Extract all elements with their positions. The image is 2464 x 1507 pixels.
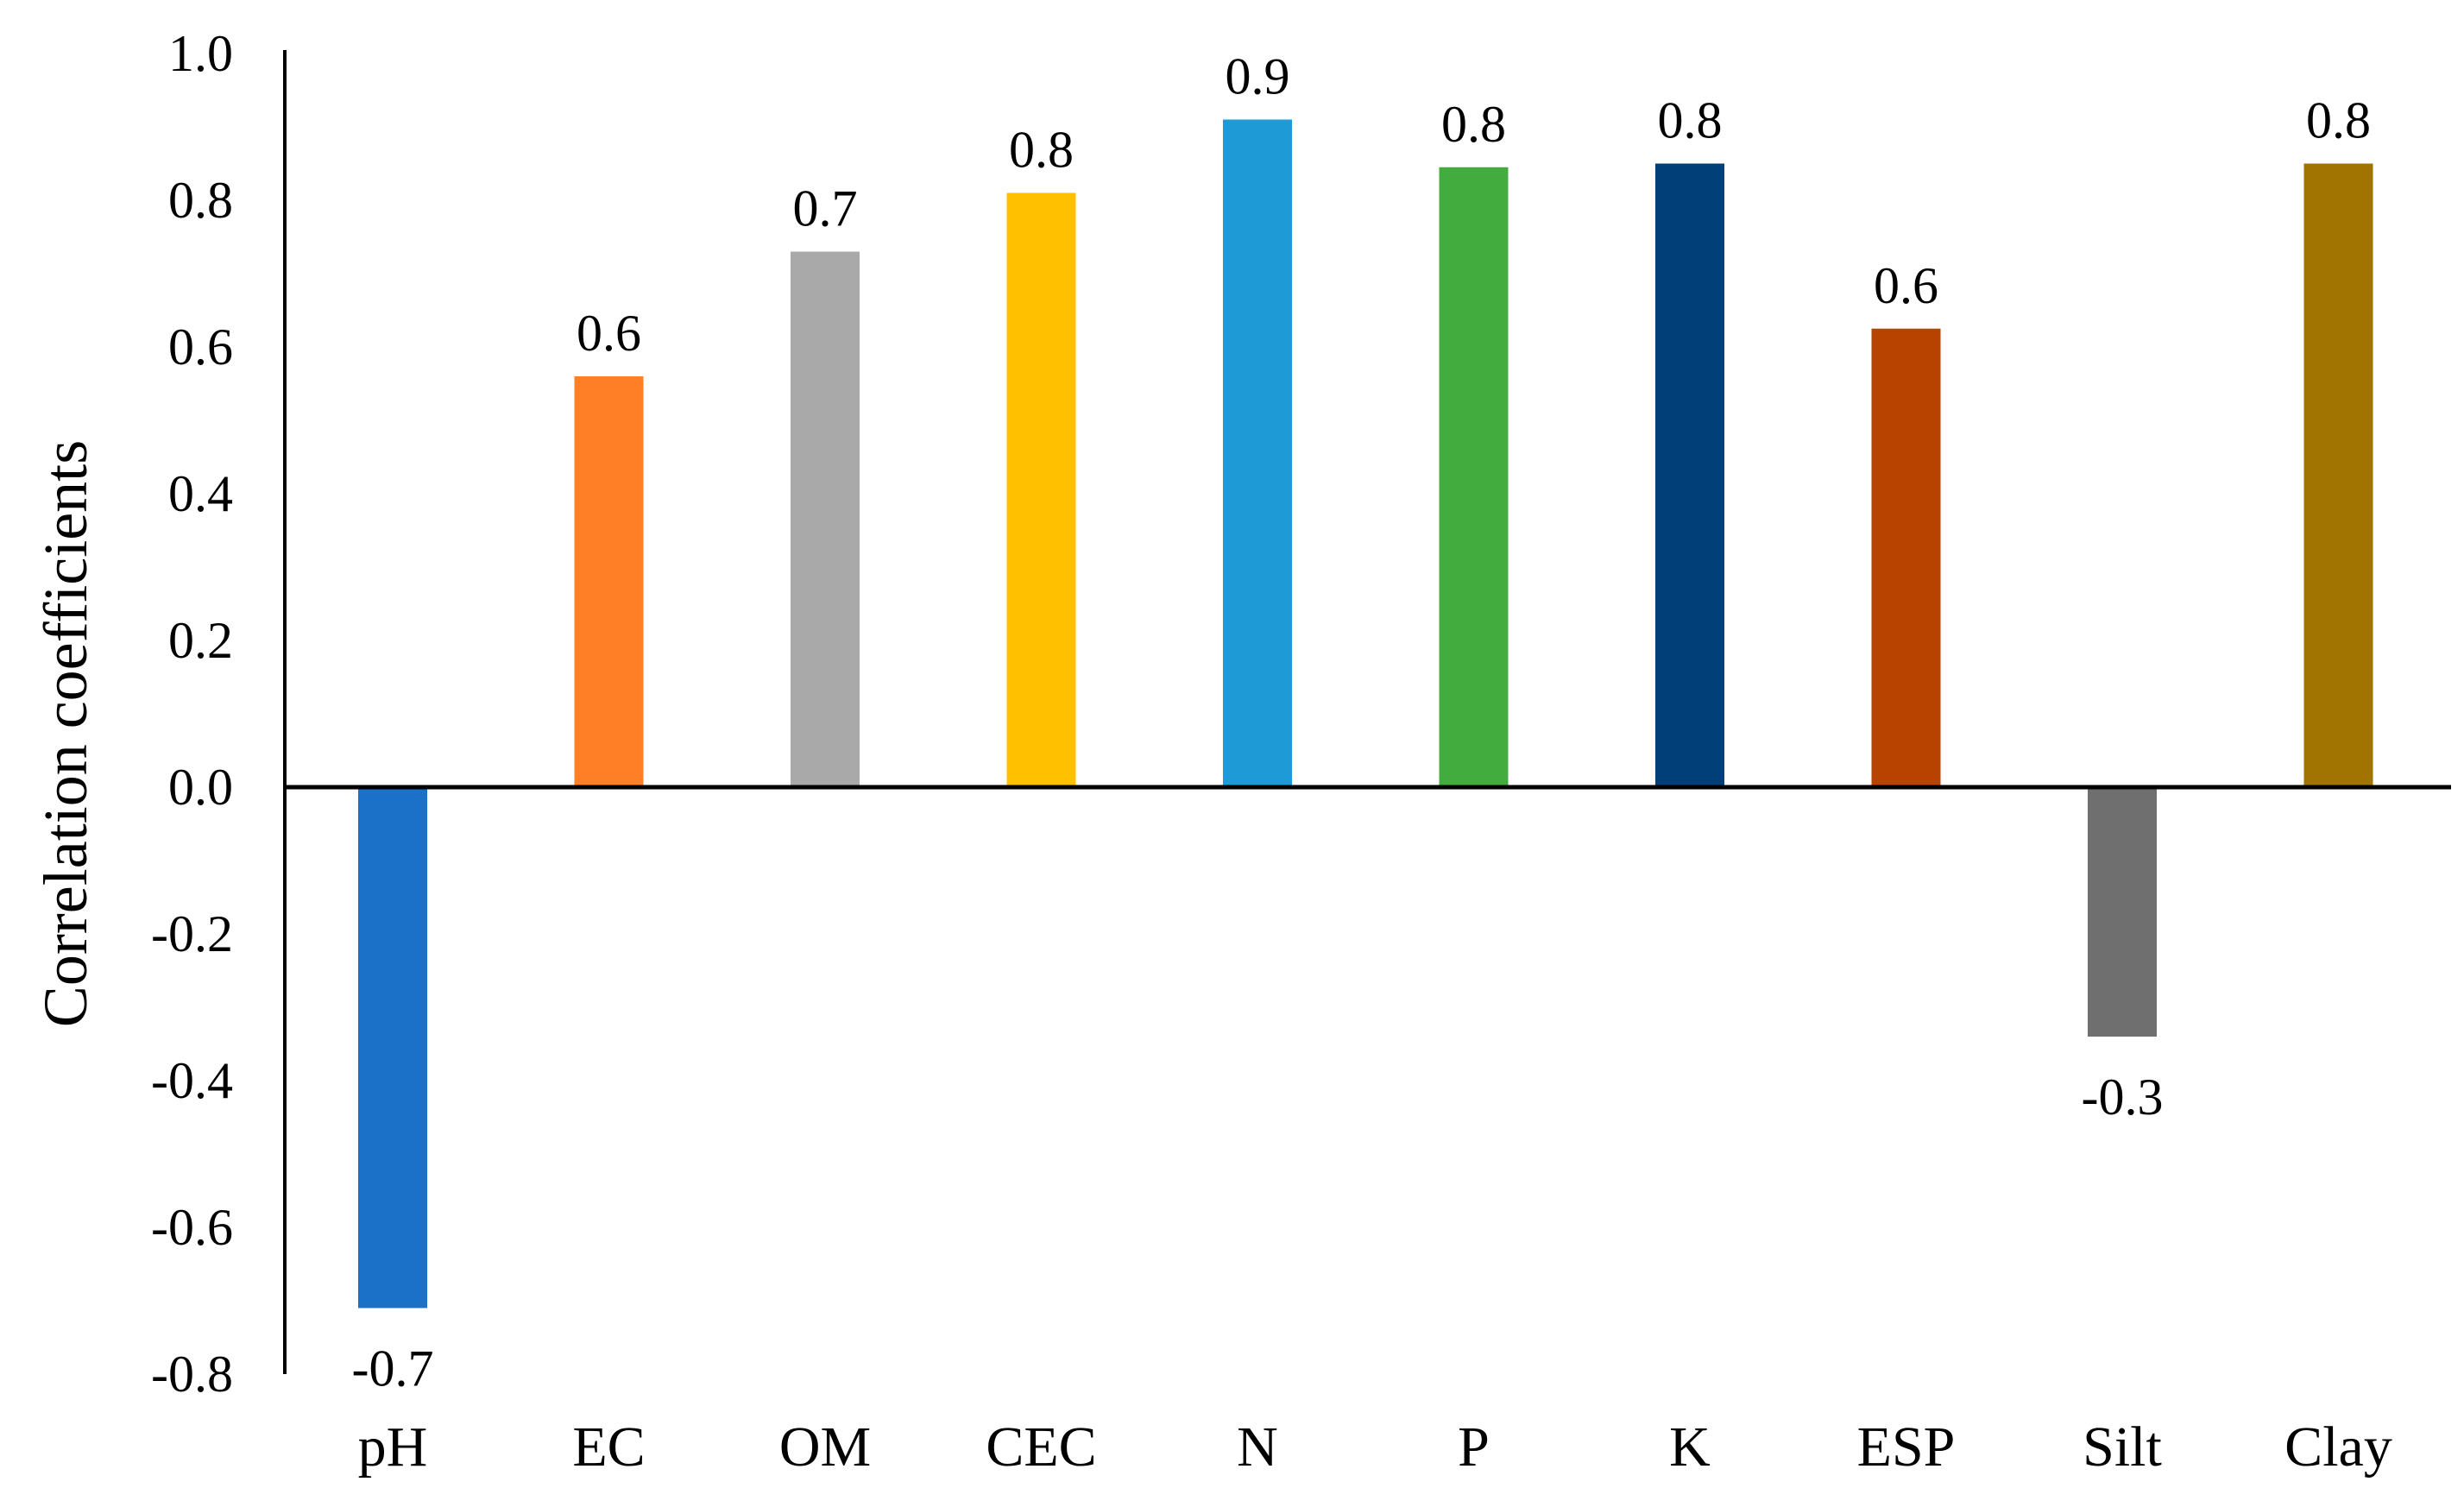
data-label-cec: 0.8 [1009,122,1074,179]
y-tick-label: -0.4 [151,1052,233,1109]
y-axis-ticks: 1.0 0.8 0.6 0.4 0.2 0.0 -0.2 -0.4 -0.6 -0.8 [151,25,233,1403]
bar-om [791,251,860,787]
y-tick-label: 1.0 [168,25,233,82]
y-tick-label: 0.6 [168,318,233,375]
x-tick-label-clay: Clay [2284,1416,2392,1479]
x-tick-label-silt: Silt [2083,1416,2162,1479]
data-label-esp: 0.6 [1874,257,1938,314]
y-tick-label: 0.4 [168,465,233,522]
data-label-ec: 0.6 [577,305,641,362]
data-labels: -0.7 0.6 0.7 0.8 0.9 0.8 0.8 0.6 -0.3 0.8 [352,48,2371,1397]
y-tick-label: -0.8 [151,1346,233,1403]
x-tick-label-ph: pH [358,1416,428,1479]
y-tick-label: 0.2 [168,612,233,669]
bar-ph [358,787,427,1308]
data-label-ph: -0.7 [352,1340,434,1397]
x-axis-labels: pH EC OM CEC N P K ESP Silt Clay [358,1416,2392,1479]
y-tick-label: -0.2 [151,905,233,962]
bar-clay [2303,163,2373,787]
x-tick-label-om: OM [779,1416,871,1479]
bar-n [1223,119,1292,787]
y-axis-title: Correlation coefficients [31,440,100,1027]
data-label-clay: 0.8 [2306,92,2371,149]
bar-cec [1006,192,1076,787]
y-tick-label: 0.0 [168,759,233,816]
data-label-n: 0.9 [1226,48,1290,105]
x-tick-label-k: K [1669,1416,1711,1479]
bar-silt [2088,787,2157,1037]
x-tick-label-p: P [1458,1416,1490,1479]
data-label-k: 0.8 [1658,92,1723,149]
bar-p [1439,167,1509,787]
bar-k [1655,163,1724,787]
y-tick-label: 0.8 [168,172,233,229]
x-tick-label-ec: EC [572,1416,645,1479]
bar-esp [1871,328,1941,787]
bar-ec [574,376,644,787]
bars [358,119,2373,1308]
data-label-om: 0.7 [793,180,858,237]
data-label-silt: -0.3 [2082,1069,2164,1126]
x-tick-label-esp: ESP [1857,1416,1956,1479]
y-tick-label: -0.6 [151,1199,233,1256]
x-tick-label-cec: CEC [986,1416,1096,1479]
data-label-p: 0.8 [1441,96,1506,153]
x-tick-label-n: N [1237,1416,1278,1479]
